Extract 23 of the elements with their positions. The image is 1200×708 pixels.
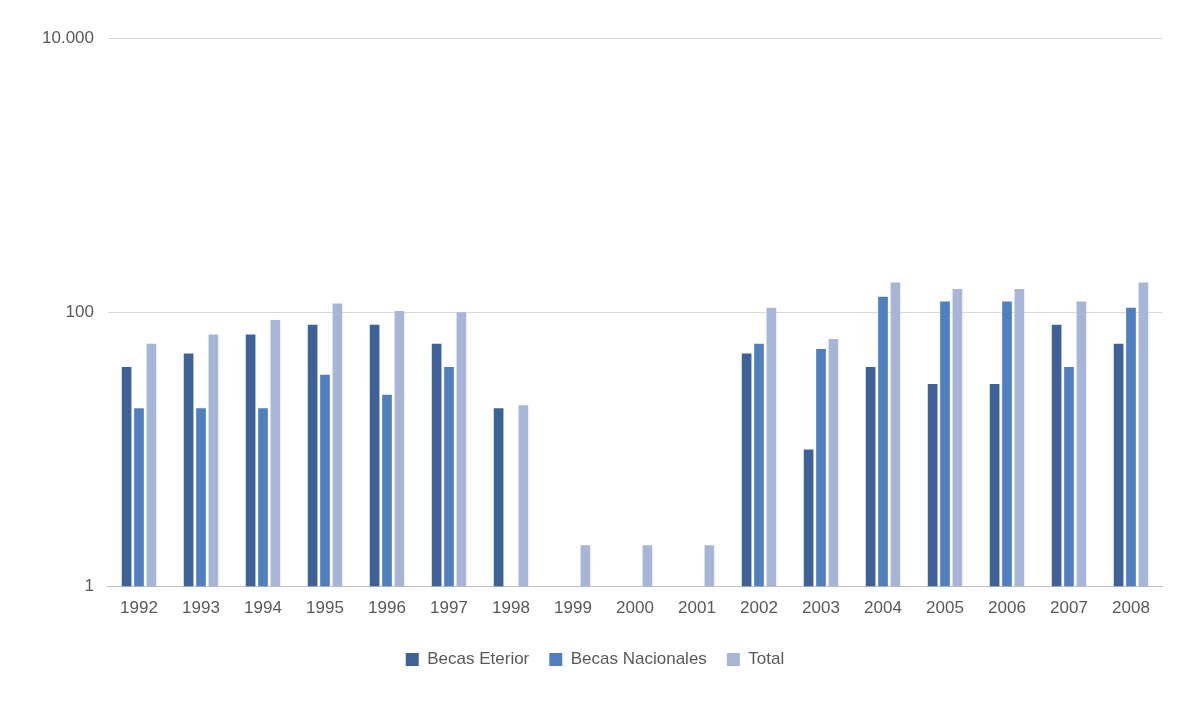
x-tick-label: 1999 xyxy=(554,598,592,618)
x-tick-label: 2002 xyxy=(740,598,778,618)
x-tick-label: 2008 xyxy=(1112,598,1150,618)
x-tick-label: 2007 xyxy=(1050,598,1088,618)
x-tick-label: 1997 xyxy=(430,598,468,618)
x-tick-label: 2006 xyxy=(988,598,1026,618)
x-tick-label: 2000 xyxy=(616,598,654,618)
y-tick-label: 1 xyxy=(84,576,94,596)
legend-label: Becas Nacionales xyxy=(570,649,707,669)
y-tick-label: 10.000 xyxy=(42,27,94,47)
x-tick-label: 1995 xyxy=(306,598,344,618)
x-tick-label: 2001 xyxy=(678,598,716,618)
x-tick-label: 1996 xyxy=(368,598,406,618)
legend-label: Total xyxy=(748,649,785,669)
x-tick-label: 1993 xyxy=(182,598,220,618)
x-tick-label: 1994 xyxy=(244,598,282,618)
x-tick-label: 2003 xyxy=(802,598,840,618)
x-tick-label: 1998 xyxy=(492,598,530,618)
x-tick-label: 1992 xyxy=(120,598,158,618)
legend-label: Becas Eterior xyxy=(427,649,530,669)
x-tick-label: 2005 xyxy=(926,598,964,618)
y-tick-label: 100 xyxy=(65,301,94,321)
x-tick-label: 2004 xyxy=(864,598,902,618)
